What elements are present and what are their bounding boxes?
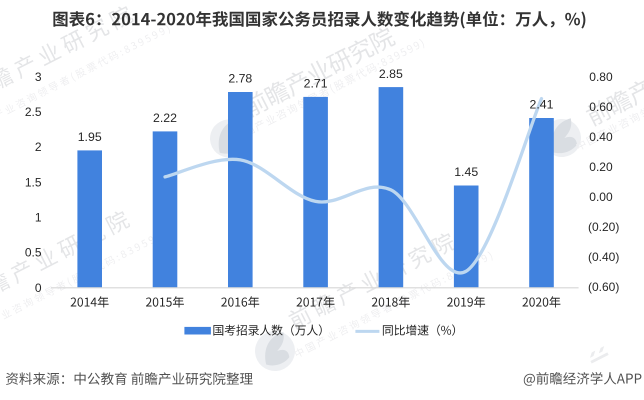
- svg-text:0: 0: [35, 281, 42, 295]
- svg-text:0.80: 0.80: [589, 70, 613, 84]
- svg-text:2.41: 2.41: [530, 98, 554, 112]
- svg-text:0.5: 0.5: [25, 246, 42, 260]
- svg-text:1.95: 1.95: [78, 130, 102, 144]
- svg-text:3: 3: [35, 70, 42, 84]
- svg-text:0.60: 0.60: [589, 100, 613, 114]
- svg-text:(0.20): (0.20): [588, 220, 619, 234]
- svg-text:0.00: 0.00: [589, 190, 613, 204]
- svg-text:2: 2: [35, 140, 42, 154]
- svg-text:1: 1: [35, 211, 42, 225]
- svg-text:(0.40): (0.40): [588, 250, 619, 264]
- svg-text:1.45: 1.45: [454, 165, 478, 179]
- svg-text:2.22: 2.22: [153, 111, 177, 125]
- svg-text:2.78: 2.78: [228, 72, 252, 86]
- svg-text:2.85: 2.85: [379, 67, 403, 81]
- svg-text:(0.60): (0.60): [588, 280, 619, 294]
- svg-text:1.5: 1.5: [25, 175, 42, 189]
- svg-text:0.20: 0.20: [589, 160, 613, 174]
- svg-text:2.71: 2.71: [304, 77, 328, 91]
- svg-text:2.5: 2.5: [25, 105, 42, 119]
- svg-text:0.40: 0.40: [589, 130, 613, 144]
